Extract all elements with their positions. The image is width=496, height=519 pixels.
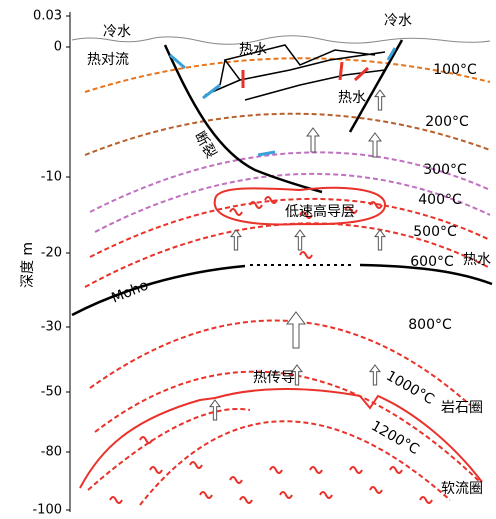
fracture-network: [204, 44, 386, 101]
isotherm: [89, 319, 471, 406]
label: 800°C: [408, 317, 452, 333]
label: 热水: [463, 252, 491, 268]
lithosphere-base: [79, 388, 483, 489]
squiggle: [229, 208, 243, 216]
squiggle: [389, 466, 403, 474]
moho: [71, 264, 246, 317]
squiggle: [319, 491, 333, 499]
squiggle: [239, 496, 253, 504]
low-velocity-layer: [213, 186, 387, 226]
label: 热水: [338, 90, 366, 106]
flow-arrow: [353, 66, 370, 82]
label: 100°C: [433, 62, 477, 78]
flow-arrow: [202, 83, 221, 100]
isotherm: [139, 420, 451, 506]
label: 400°C: [418, 192, 462, 208]
axis-tick-label: 0.03: [33, 9, 62, 24]
heat-arrow: [294, 229, 306, 251]
label: 500°C: [413, 224, 457, 240]
label: Moho: [109, 277, 150, 306]
isotherm: [89, 197, 491, 258]
fault: [348, 39, 404, 133]
axis-label: 深度 m: [20, 242, 36, 288]
heat-arrow: [291, 364, 303, 386]
isotherm: [94, 370, 481, 483]
squiggle: [199, 491, 213, 499]
heat-arrow: [230, 229, 242, 251]
axis-tick-label: -30: [41, 320, 62, 335]
label: 1200°C: [368, 418, 422, 458]
isotherm: [87, 408, 251, 491]
squiggle: [139, 436, 153, 444]
squiggle: [419, 496, 433, 504]
heat-arrow: [369, 364, 381, 386]
squiggle: [299, 211, 313, 219]
axis-tick-label: -100: [32, 503, 62, 518]
axis-tick-label: -50: [41, 385, 62, 400]
label: 热对流: [87, 52, 129, 68]
moho: [359, 263, 493, 286]
squiggle: [369, 201, 383, 209]
squiggle: [349, 466, 363, 474]
label: 200°C: [425, 114, 469, 130]
heat-arrow: [209, 399, 221, 421]
heat-arrow: [374, 89, 386, 111]
label: 300°C: [423, 162, 467, 178]
squiggle: [264, 196, 278, 204]
isotherm: [94, 172, 491, 233]
heat-arrow: [368, 132, 382, 158]
squiggle: [269, 466, 283, 474]
axis-tick-label: 0: [54, 40, 62, 55]
axis-tick-label: -20: [41, 246, 62, 261]
isotherm: [84, 57, 491, 93]
squiggle: [189, 461, 203, 469]
squiggle: [109, 496, 123, 504]
label: 热水: [239, 42, 267, 58]
label: 岩石圈: [441, 400, 483, 416]
squiggle: [279, 491, 293, 499]
heat-arrow: [374, 229, 386, 251]
axis-tick-label: -80: [41, 445, 62, 460]
flow-arrow: [338, 61, 344, 81]
label: 热传导: [253, 370, 295, 386]
flow-arrow: [257, 150, 276, 157]
squiggle: [299, 251, 313, 259]
isotherm: [84, 112, 491, 156]
squiggle: [149, 466, 163, 474]
squiggle: [369, 486, 383, 494]
heat-arrow: [286, 311, 306, 349]
label: 冷水: [103, 24, 131, 40]
axis-tick-label: -10: [41, 170, 62, 185]
label: 低速高导层: [285, 203, 355, 220]
fault: [163, 44, 323, 194]
squiggle: [229, 476, 243, 484]
isotherm: [89, 151, 491, 213]
squiggle: [344, 206, 358, 214]
flow-arrow: [169, 53, 186, 70]
heat-arrow: [306, 127, 320, 153]
label: 软流圈: [441, 481, 483, 497]
squiggle: [309, 466, 323, 474]
label: 600°C: [410, 254, 454, 270]
squiggle: [249, 201, 263, 209]
surface: [71, 35, 491, 45]
flow-arrow: [386, 47, 397, 61]
label: 冷水: [384, 13, 412, 29]
